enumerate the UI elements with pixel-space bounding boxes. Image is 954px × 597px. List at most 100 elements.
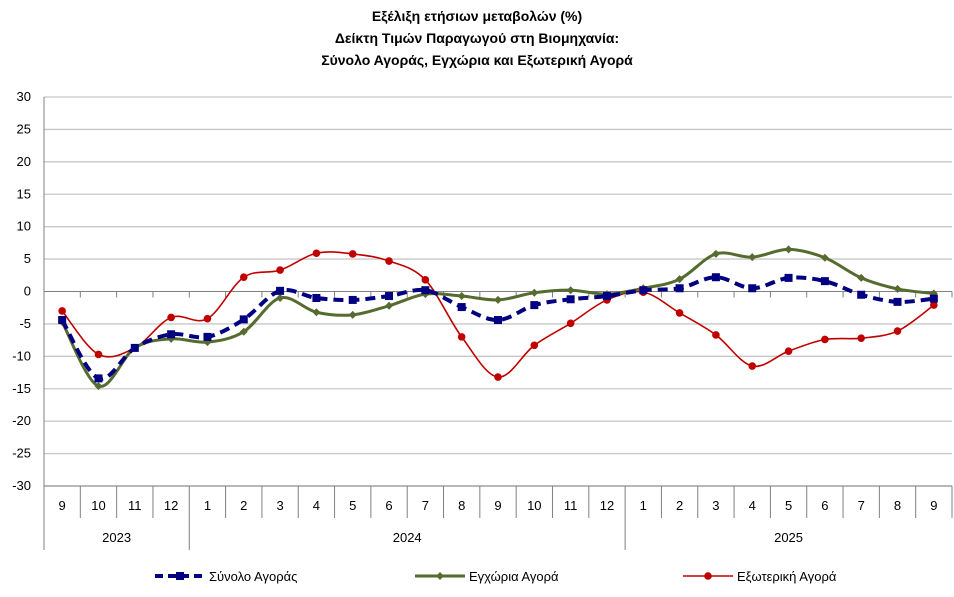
data-point	[675, 284, 684, 293]
legend-label: Εγχώρια Αγορά	[469, 569, 559, 584]
chart-title-line-3: Σύνολο Αγοράς, Εγχώρια και Εξωτερική Αγο…	[321, 52, 633, 68]
data-point	[784, 273, 793, 282]
data-point	[312, 249, 321, 258]
data-point	[675, 275, 684, 284]
legend-marker	[436, 572, 444, 580]
y-tick-label: 15	[17, 186, 31, 201]
x-tick-label: 2	[240, 498, 247, 513]
data-point	[312, 293, 321, 302]
data-point	[58, 316, 67, 325]
y-tick-label: 25	[17, 121, 31, 136]
data-point	[748, 284, 757, 293]
x-tick-label: 11	[128, 498, 142, 513]
data-point	[421, 286, 430, 295]
data-point	[711, 249, 720, 258]
data-point	[748, 253, 757, 262]
data-point	[239, 273, 248, 282]
data-point	[385, 301, 394, 310]
data-point	[94, 350, 103, 359]
data-point	[530, 288, 539, 297]
data-point	[130, 343, 139, 352]
data-point	[94, 382, 103, 391]
data-point	[167, 330, 176, 339]
chart-title-line-1: Εξέλιξη ετήσιων μεταβολών (%)	[371, 8, 583, 24]
x-tick-label: 7	[422, 498, 429, 513]
x-tick-label: 4	[749, 498, 756, 513]
x-tick-label: 4	[313, 498, 320, 513]
x-tick-label: 6	[385, 498, 392, 513]
x-tick-label: 7	[858, 498, 865, 513]
data-point	[239, 327, 248, 336]
data-point	[421, 276, 430, 284]
data-point	[276, 286, 285, 295]
legend-item: Εξωτερική Αγορά	[683, 569, 837, 584]
legend-label: Εξωτερική Αγορά	[737, 569, 837, 584]
data-point	[929, 294, 938, 303]
data-point	[711, 273, 720, 282]
data-point	[675, 309, 684, 317]
series-0	[58, 273, 938, 383]
data-point	[494, 373, 502, 381]
x-tick-label: 10	[527, 498, 541, 513]
y-tick-label: 0	[24, 284, 31, 299]
y-tick-label: 20	[17, 154, 31, 169]
year-label: 2024	[393, 530, 422, 545]
data-point	[930, 301, 938, 309]
data-point	[239, 315, 248, 324]
legend-label: Σύνολο Αγοράς	[209, 569, 297, 584]
data-point	[167, 313, 175, 322]
data-point	[457, 333, 466, 341]
y-tick-label: 5	[24, 251, 31, 266]
x-tick-label: 3	[276, 498, 283, 513]
data-point	[893, 327, 902, 335]
data-point	[348, 310, 357, 319]
y-tick-label: -15	[12, 381, 31, 396]
data-point	[348, 295, 357, 304]
series-line	[61, 251, 935, 378]
x-tick-label: 9	[59, 498, 66, 513]
x-tick-label: 5	[785, 498, 792, 513]
x-tick-label: 3	[712, 498, 719, 513]
x-tick-label: 8	[894, 498, 901, 513]
x-tick-label: 12	[164, 498, 178, 513]
data-point	[784, 347, 793, 355]
series-line	[60, 275, 935, 381]
data-point	[566, 295, 575, 304]
x-tick-label: 9	[930, 498, 937, 513]
x-tick-label: 1	[640, 498, 647, 513]
series-2	[58, 249, 938, 381]
data-point	[857, 334, 865, 342]
data-point	[857, 290, 866, 299]
data-point	[530, 301, 539, 310]
x-tick-label: 2	[676, 498, 683, 513]
data-point	[457, 292, 466, 301]
data-point	[276, 266, 284, 274]
data-point	[494, 316, 502, 325]
y-tick-label: -30	[12, 478, 31, 493]
data-point	[385, 257, 393, 265]
y-tick-label: -10	[12, 348, 31, 363]
data-point	[602, 292, 611, 301]
data-point	[312, 308, 321, 317]
x-tick-label: 12	[600, 498, 614, 513]
data-point	[457, 303, 466, 312]
data-point	[494, 295, 502, 304]
data-point	[566, 286, 575, 295]
data-point	[893, 297, 902, 306]
y-tick-label: 10	[17, 219, 31, 234]
data-point	[784, 245, 793, 254]
data-point	[58, 307, 66, 315]
legend-marker	[704, 572, 712, 580]
year-label: 2023	[102, 530, 131, 545]
data-point	[821, 335, 829, 344]
y-tick-label: -5	[19, 316, 31, 331]
data-point	[276, 293, 285, 302]
data-point	[94, 374, 103, 383]
x-tick-label: 6	[821, 498, 828, 513]
x-tick-label: 8	[458, 498, 465, 513]
data-point	[530, 341, 539, 350]
data-point	[566, 319, 575, 328]
x-tick-label: 9	[494, 498, 501, 513]
data-point	[712, 331, 720, 339]
